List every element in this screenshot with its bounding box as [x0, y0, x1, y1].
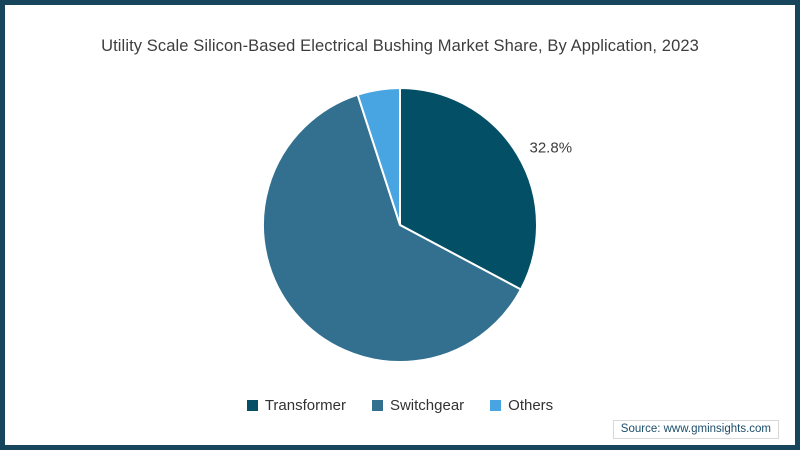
- legend-label-others: Others: [508, 397, 554, 414]
- chart-title: Utility Scale Silicon-Based Electrical B…: [101, 37, 699, 55]
- legend-swatch-others: [490, 400, 502, 411]
- legend-label-transformer: Transformer: [264, 397, 346, 414]
- pie-slice-switchgear: [262, 93, 522, 363]
- legend-label-switchgear: Switchgear: [389, 397, 465, 414]
- pie-chart-svg: 32.8%: [262, 87, 573, 363]
- legend-item-others: Others: [490, 397, 553, 414]
- pie-slice-transformer: [399, 87, 538, 291]
- legend-swatch-transformer: [246, 400, 258, 411]
- source-note: Source: www.gminsights.com: [612, 420, 779, 439]
- pie-slice-others: [356, 87, 401, 226]
- legend: Transformer Switchgear Others: [5, 397, 795, 414]
- legend-item-transformer: Transformer: [246, 397, 346, 414]
- pie-chart: 32.8%: [190, 60, 610, 380]
- pie-slice-value-label: 32.8%: [530, 139, 573, 156]
- legend-item-switchgear: Switchgear: [371, 397, 465, 414]
- pie-slices: [262, 87, 538, 363]
- legend-swatch-switchgear: [371, 400, 383, 411]
